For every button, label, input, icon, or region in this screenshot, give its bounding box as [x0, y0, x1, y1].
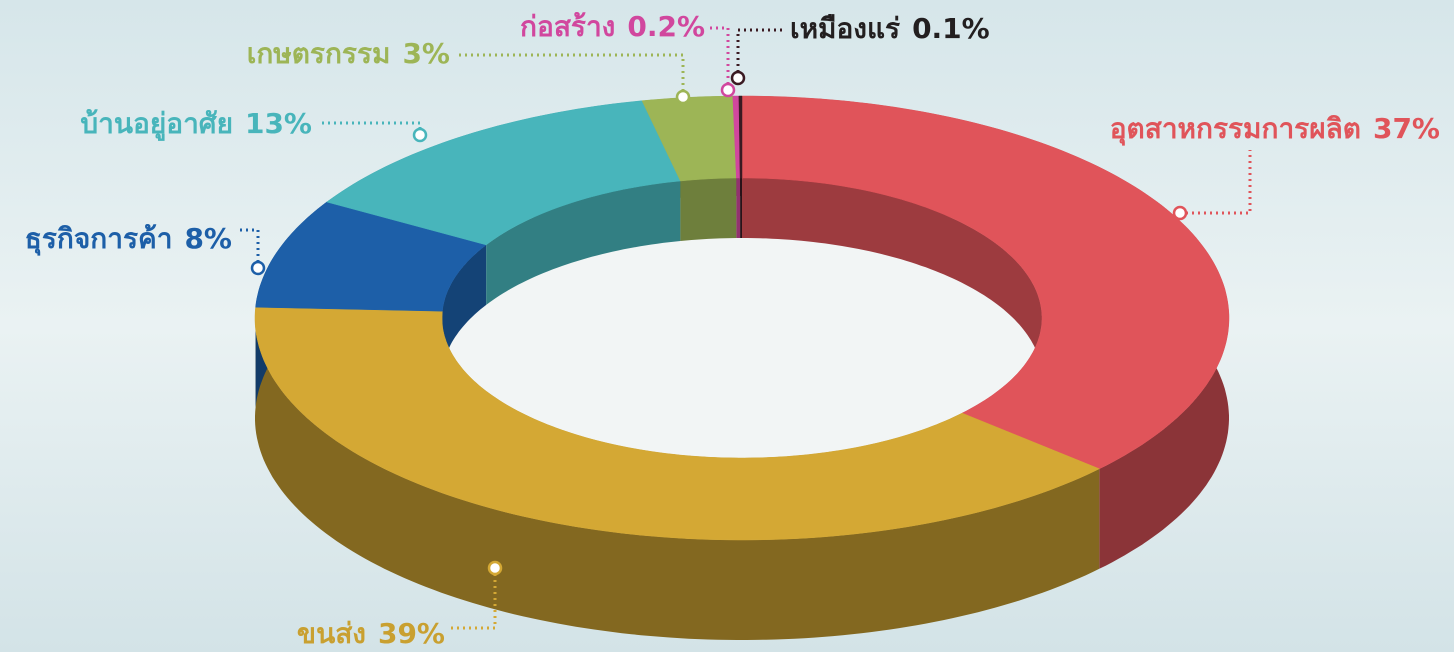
donut	[254, 95, 1230, 640]
leader-dot	[675, 89, 691, 105]
value-label: 13%	[245, 107, 312, 140]
leader-dot	[730, 70, 746, 86]
slice-outer-wall	[255, 307, 1100, 640]
leader-line	[450, 568, 497, 630]
slice-inner-wall	[736, 178, 741, 238]
value-label: 3%	[402, 37, 450, 70]
value-label: 8%	[184, 222, 232, 255]
slice-label: เกษตรกรรม 3%	[247, 37, 450, 70]
hole-floor	[442, 218, 1042, 498]
slice-label: ธุรกิจการค้า 8%	[25, 222, 232, 256]
category-name: ขนส่ง	[297, 617, 366, 650]
leader-line	[736, 28, 784, 78]
category-name: เกษตรกรรม	[247, 37, 391, 70]
labels: อุตสาหกรรมการผลิต 37% ขนส่ง 39% ธุรกิจการค้า…	[25, 10, 1440, 650]
slice-inner-wall	[742, 178, 1042, 474]
leader-line	[236, 228, 260, 268]
value-label: 0.2%	[627, 10, 705, 43]
category-name: ธุรกิจการค้า	[25, 222, 173, 256]
leader-dot	[487, 560, 503, 576]
leader-dot	[412, 127, 428, 143]
category-name: บ้านอยู่อาศัย	[80, 107, 233, 141]
slice-inner-wall	[442, 244, 487, 372]
category-name: เหมืองแร่	[790, 12, 900, 45]
leader-dot	[250, 260, 266, 276]
leader-dot	[1172, 205, 1188, 221]
category-name: อุตสาหกรรมการผลิต	[1110, 112, 1361, 146]
leader-line	[318, 121, 422, 135]
slice-label: อุตสาหกรรมการผลิต 37%	[1110, 112, 1440, 146]
slice-label: ก่อสร้าง 0.2%	[520, 10, 705, 43]
slice-label: ขนส่ง 39%	[297, 617, 445, 650]
value-label: 0.1%	[912, 12, 990, 45]
slice-inner-wall	[740, 178, 742, 238]
slice-inner-wall	[486, 181, 681, 305]
leader-dot	[720, 82, 736, 98]
slice	[738, 95, 743, 179]
slice-inner-wall	[680, 178, 737, 241]
slice-label: บ้านอยู่อาศัย 13%	[80, 107, 312, 141]
value-label: 39%	[378, 617, 445, 650]
value-label: 37%	[1373, 112, 1440, 145]
category-name: ก่อสร้าง	[520, 10, 615, 43]
leader-line	[710, 26, 730, 90]
slice-label: เหมืองแร่ 0.1%	[790, 12, 990, 45]
leader-line	[456, 53, 685, 97]
